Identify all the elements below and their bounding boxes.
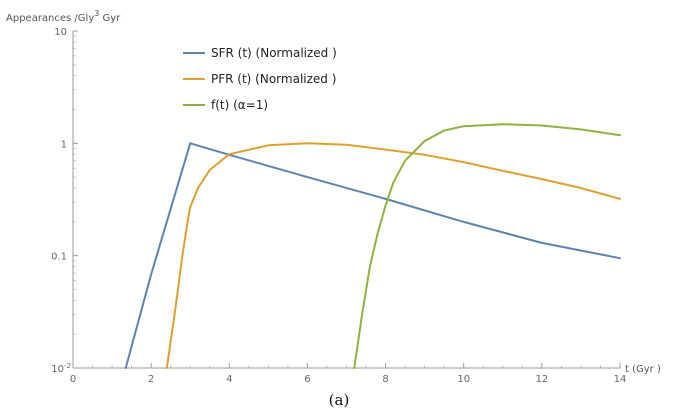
series-line-2 [165, 142, 621, 369]
ticks [72, 30, 621, 369]
x-tick-label: 0 [70, 374, 76, 385]
y-tick-label: 10 [54, 27, 67, 38]
x-tick-label: 2 [148, 374, 154, 385]
y-axis-title-exponent: 3 [94, 9, 99, 18]
tick-labels: 0 2 4 6 8 10 12 14 10-2 0.1 1 10 [51, 27, 626, 385]
x-tick-label: 14 [614, 374, 627, 385]
x-tick-label: 8 [382, 374, 388, 385]
y-axis-title-suffix: Gyr [99, 13, 121, 24]
x-tick-label: 4 [226, 374, 232, 385]
legend-label-1: SFR (t) (Normalized ) [211, 46, 337, 60]
series-line-1 [124, 142, 621, 369]
x-tick-label: 12 [535, 374, 548, 385]
legend: SFR (t) (Normalized ) PFR (t) (Normalized… [183, 46, 337, 112]
y-axis-title: Appearances /Gly3 Gyr [6, 9, 121, 24]
y-axis-title-main: Appearances /Gly [6, 13, 94, 24]
x-axis-title: t (Gyr ) [625, 364, 661, 375]
x-tick-label: 6 [304, 374, 310, 385]
y-tick-label: 10-2 [51, 362, 71, 375]
figure-caption: (a) [329, 391, 350, 409]
axes [72, 31, 620, 369]
y-tick-label-exponent: -2 [64, 362, 71, 370]
series-lines [124, 123, 621, 369]
x-tick-label: 10 [457, 374, 470, 385]
y-tick-label: 0.1 [51, 252, 67, 263]
series-line-3 [353, 123, 621, 369]
legend-label-3: f(t) (α=1) [211, 98, 268, 112]
legend-label-2: PFR (t) (Normalized ) [211, 72, 336, 86]
y-tick-label: 1 [61, 139, 67, 150]
